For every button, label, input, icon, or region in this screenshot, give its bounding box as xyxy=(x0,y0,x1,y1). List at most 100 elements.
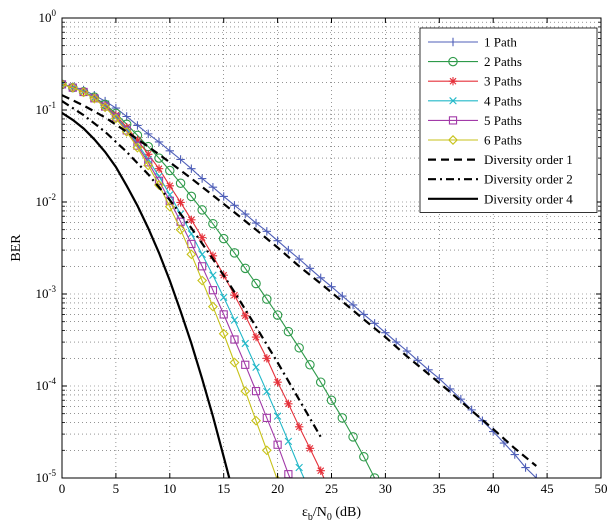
y-tick-label: 10-3 xyxy=(36,284,57,301)
series-line-5-paths xyxy=(62,83,291,478)
series-layer xyxy=(62,79,541,503)
data-point-1-path xyxy=(305,264,315,273)
data-point-6-paths xyxy=(143,160,154,171)
data-point-5-paths xyxy=(230,335,239,344)
data-point-2-paths xyxy=(315,377,326,387)
data-point-3-paths xyxy=(294,422,304,432)
tick-layer: 0 5 10 15 20 25 30 35 40 45 50 100 10-1 10-2 10-3 10-4 1… xyxy=(36,8,608,496)
data-point-1-path xyxy=(510,450,519,459)
data-point-3-paths xyxy=(154,164,164,173)
data-point-1-path xyxy=(359,310,369,319)
series-2-paths xyxy=(62,79,380,478)
data-point-1-path xyxy=(165,146,174,156)
data-point-3-paths xyxy=(241,311,250,320)
x-tick-label: 50 xyxy=(595,481,608,496)
data-point-4-paths xyxy=(284,437,293,446)
data-point-6-paths xyxy=(240,386,251,397)
data-point-3-paths xyxy=(305,444,315,453)
data-point-1-path xyxy=(370,319,379,328)
x-tick-label: 5 xyxy=(113,481,120,496)
x-label-sub1: b xyxy=(308,512,313,523)
data-point-6-paths xyxy=(164,201,175,212)
data-point-1-path xyxy=(467,405,476,415)
data-point-3-paths xyxy=(284,399,293,409)
series-5-paths xyxy=(62,80,303,503)
legend-marker-2-paths xyxy=(448,56,458,67)
series-line-2-paths xyxy=(62,83,376,478)
series-diversity-order-1 xyxy=(62,94,537,467)
data-point-1-path xyxy=(262,227,272,236)
data-point-4-paths xyxy=(219,293,228,302)
data-point-6-paths xyxy=(229,357,240,368)
data-point-1-path xyxy=(133,121,142,130)
data-point-1-path xyxy=(284,245,293,255)
data-point-3-paths xyxy=(273,377,282,387)
data-point-3-paths xyxy=(251,332,261,342)
data-point-5-paths xyxy=(251,386,261,396)
data-point-1-path xyxy=(316,273,325,282)
data-point-1-path xyxy=(176,155,185,164)
data-point-4-paths xyxy=(198,250,206,259)
data-point-1-path xyxy=(532,473,541,478)
data-point-4-paths xyxy=(209,271,217,279)
data-point-4-paths xyxy=(230,316,239,324)
legend-label-6-paths: 6 Paths xyxy=(484,133,522,148)
data-point-3-paths xyxy=(187,215,196,225)
legend-label-4-paths: 4 Paths xyxy=(484,93,522,108)
data-point-1-path xyxy=(273,236,282,245)
data-point-6-paths xyxy=(207,301,218,312)
data-point-5-paths xyxy=(296,496,303,503)
data-point-2-paths xyxy=(251,278,261,289)
data-point-1-path xyxy=(144,129,153,139)
data-point-6-paths xyxy=(78,87,89,98)
y-axis-label: BER xyxy=(9,234,24,262)
data-point-5-paths xyxy=(198,262,207,271)
data-point-2-paths xyxy=(165,165,175,176)
data-point-2-paths xyxy=(283,326,294,337)
y-tick-label: 10-4 xyxy=(36,376,57,393)
x-label-mid: /N xyxy=(313,505,327,520)
data-point-3-paths xyxy=(230,291,239,300)
y-tick-label: 10-1 xyxy=(36,100,57,117)
data-point-4-paths xyxy=(252,363,260,371)
data-point-6-paths xyxy=(132,142,143,153)
data-point-1-path xyxy=(391,337,401,347)
data-point-6-paths xyxy=(261,445,272,456)
legend-marker-6-paths xyxy=(448,135,458,145)
data-point-2-paths xyxy=(218,233,229,244)
legend-label-1-path: 1 Path xyxy=(484,35,517,50)
data-point-2-paths xyxy=(197,205,207,215)
data-point-2-paths xyxy=(326,395,337,406)
data-point-1-path xyxy=(435,374,444,383)
x-tick-label: 25 xyxy=(325,481,338,496)
series-line-6-paths xyxy=(62,83,278,478)
data-point-3-paths xyxy=(144,150,153,159)
legend-label-3-paths: 3 Paths xyxy=(484,74,522,89)
data-point-6-paths xyxy=(89,93,100,104)
data-point-3-paths xyxy=(133,135,142,145)
data-point-6-paths xyxy=(110,113,121,124)
series-3-paths xyxy=(62,80,325,478)
data-point-1-path xyxy=(219,192,228,201)
y-tick-label: 10-5 xyxy=(36,468,57,485)
legend-label-diversity-order-4: Diversity order 4 xyxy=(484,191,573,206)
x-tick-label: 35 xyxy=(433,481,446,496)
data-point-6-paths xyxy=(175,224,186,235)
data-point-3-paths xyxy=(176,198,185,207)
legend-marker-4-paths xyxy=(449,97,457,105)
series-line-diversity-order-2 xyxy=(62,100,322,438)
legend-marker-5-paths xyxy=(448,116,458,125)
data-point-3-paths xyxy=(262,354,272,363)
series-line-diversity-order-4 xyxy=(62,111,231,478)
data-point-2-paths xyxy=(229,248,240,258)
data-point-2-paths xyxy=(208,219,218,229)
data-point-1-path xyxy=(348,300,358,310)
data-point-2-paths xyxy=(305,360,315,370)
data-point-1-path xyxy=(499,438,509,448)
data-point-2-paths xyxy=(240,263,251,274)
data-point-1-path xyxy=(478,416,487,425)
data-point-3-paths xyxy=(111,110,121,120)
data-point-5-paths xyxy=(208,286,218,295)
data-point-1-path xyxy=(413,356,422,365)
